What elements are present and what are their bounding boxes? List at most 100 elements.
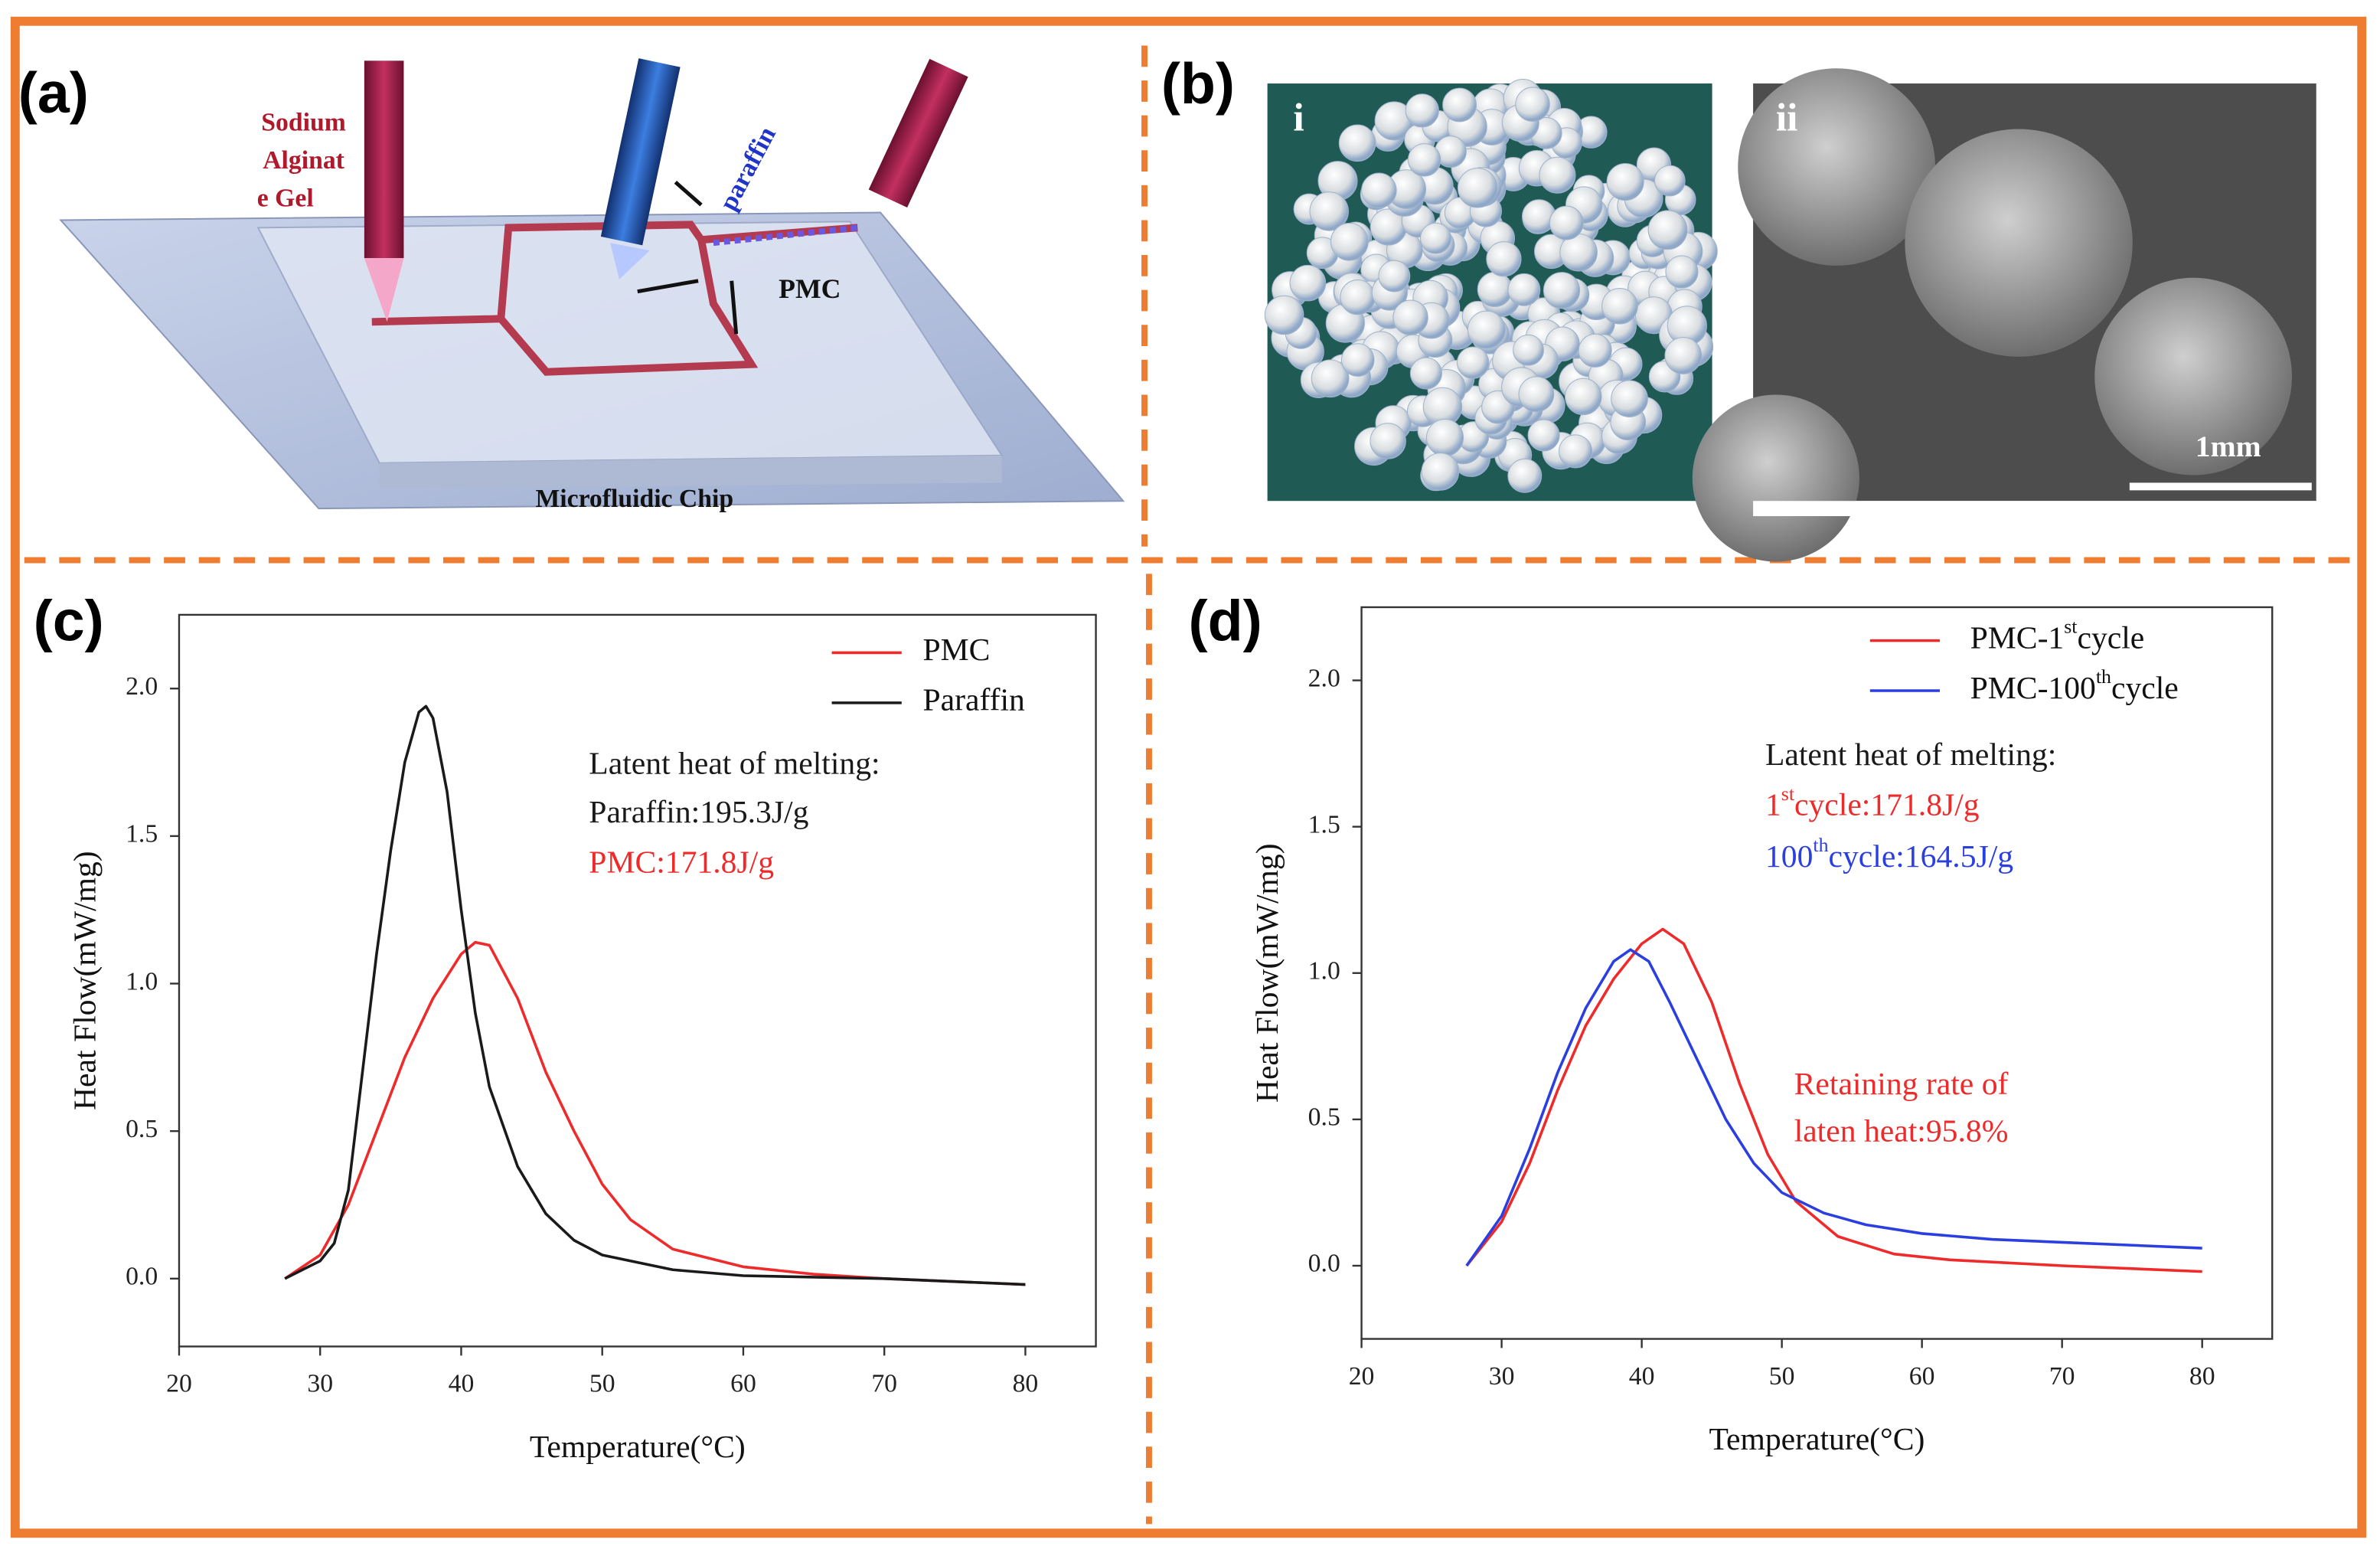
microsphere — [2094, 277, 2292, 476]
annotation: 1stcycle:171.8J/g — [1765, 783, 1980, 822]
panel-b: (b) i ii 1mm — [1161, 51, 2316, 562]
x-tick-label: 60 — [730, 1370, 756, 1398]
sub-label: i — [1293, 96, 1304, 139]
x-tick-label: 40 — [449, 1370, 475, 1398]
bead — [1611, 380, 1648, 417]
mask — [1753, 501, 2316, 517]
bead — [1467, 310, 1506, 349]
bead — [1405, 93, 1439, 128]
arrow — [674, 181, 703, 207]
bead — [1565, 377, 1602, 416]
bead — [1378, 260, 1411, 293]
bead — [1419, 222, 1451, 254]
y-tick-label: 1.0 — [1308, 957, 1340, 985]
microsphere — [1905, 129, 2133, 357]
x-axis-label: Temperature(°C) — [530, 1430, 746, 1465]
x-tick-label: 70 — [871, 1370, 897, 1398]
bead — [1289, 264, 1327, 302]
bead — [1361, 172, 1397, 208]
data-line — [1465, 927, 2202, 1273]
x-tick-label: 80 — [1013, 1370, 1039, 1398]
bead — [1647, 210, 1688, 250]
x-tick-label: 40 — [1629, 1362, 1655, 1391]
label: Microfluidic Chip — [535, 485, 733, 513]
bead — [1477, 271, 1513, 307]
x-tick-label: 30 — [307, 1370, 333, 1398]
label: PMC — [779, 273, 841, 304]
bead — [1507, 458, 1543, 493]
legend-label: PMC-1stcycle — [1970, 616, 2145, 655]
plot-frame — [1360, 606, 2274, 1340]
y-tick-label: 0.0 — [1308, 1250, 1340, 1278]
annotation: 100thcycle:164.5J/g — [1765, 834, 2013, 874]
y-tick-label: 1.5 — [126, 820, 158, 848]
bead — [1421, 453, 1460, 491]
bead — [1486, 241, 1522, 277]
legend-label: PMC — [923, 632, 991, 668]
y-tick-label: 2.0 — [1308, 664, 1340, 692]
legend-label: Paraffin — [923, 682, 1026, 717]
x-tick-label: 20 — [1349, 1362, 1375, 1391]
bead — [1407, 143, 1441, 177]
y-tick-label: 0.5 — [126, 1115, 158, 1143]
bead — [1606, 162, 1644, 201]
y-tick-label: 1.0 — [126, 967, 158, 995]
syringe — [868, 58, 968, 208]
bead — [1457, 168, 1498, 208]
bead — [1664, 337, 1703, 374]
panel-a: (a) Sodium Alginat e Gel paraffin PMC Mi… — [18, 58, 1125, 513]
label: paraffin — [714, 122, 782, 215]
microsphere — [1738, 68, 1936, 266]
bead — [1425, 419, 1464, 457]
bead — [1340, 279, 1376, 315]
panel-label: (d) — [1189, 589, 1262, 653]
bead — [1340, 343, 1375, 377]
y-tick-label: 0.0 — [126, 1263, 158, 1291]
bead — [1543, 272, 1581, 309]
label: Sodium — [261, 108, 345, 136]
bead — [1515, 87, 1550, 122]
data-line — [284, 940, 1026, 1286]
annotation: Paraffin:195.3J/g — [589, 795, 808, 830]
bead — [1338, 124, 1376, 162]
annotation: Latent heat of melting: — [1765, 737, 2056, 773]
bead — [1311, 359, 1350, 398]
annotation: Retaining rate of — [1794, 1067, 2009, 1102]
x-tick-label: 70 — [2049, 1362, 2075, 1391]
x-tick-label: 50 — [1769, 1362, 1795, 1391]
figure-border — [10, 16, 2367, 1538]
sub-label: ii — [1776, 96, 1798, 139]
scale-bar — [2129, 482, 2312, 491]
annotation: laten heat:95.8% — [1794, 1113, 2009, 1149]
panel-label: (b) — [1161, 51, 1235, 116]
bead — [1456, 346, 1490, 379]
annotation: Latent heat of melting: — [589, 747, 880, 782]
bead — [1392, 299, 1428, 335]
plot-frame — [178, 613, 1097, 1348]
y-tick-label: 1.5 — [1308, 810, 1340, 838]
bead — [1442, 87, 1477, 123]
scale-label: 1mm — [2196, 430, 2261, 463]
arrow — [730, 280, 739, 335]
syringe — [600, 58, 681, 246]
arrow — [637, 279, 699, 294]
bead — [1370, 423, 1406, 459]
channel — [498, 239, 759, 376]
channel — [371, 221, 858, 326]
bead — [1549, 205, 1584, 240]
bead — [1665, 255, 1699, 289]
bead — [1409, 357, 1442, 390]
data-line — [284, 704, 1026, 1286]
chip-edge — [379, 455, 1002, 489]
syringe — [364, 60, 404, 259]
y-tick-label: 0.5 — [1308, 1103, 1340, 1132]
x-tick-label: 60 — [1909, 1362, 1935, 1391]
bead — [1527, 419, 1560, 452]
bead — [1513, 334, 1544, 366]
bead — [1309, 191, 1349, 231]
beads — [1264, 79, 1718, 493]
bead — [1558, 434, 1593, 469]
needle — [364, 258, 404, 322]
bead — [1518, 376, 1555, 413]
